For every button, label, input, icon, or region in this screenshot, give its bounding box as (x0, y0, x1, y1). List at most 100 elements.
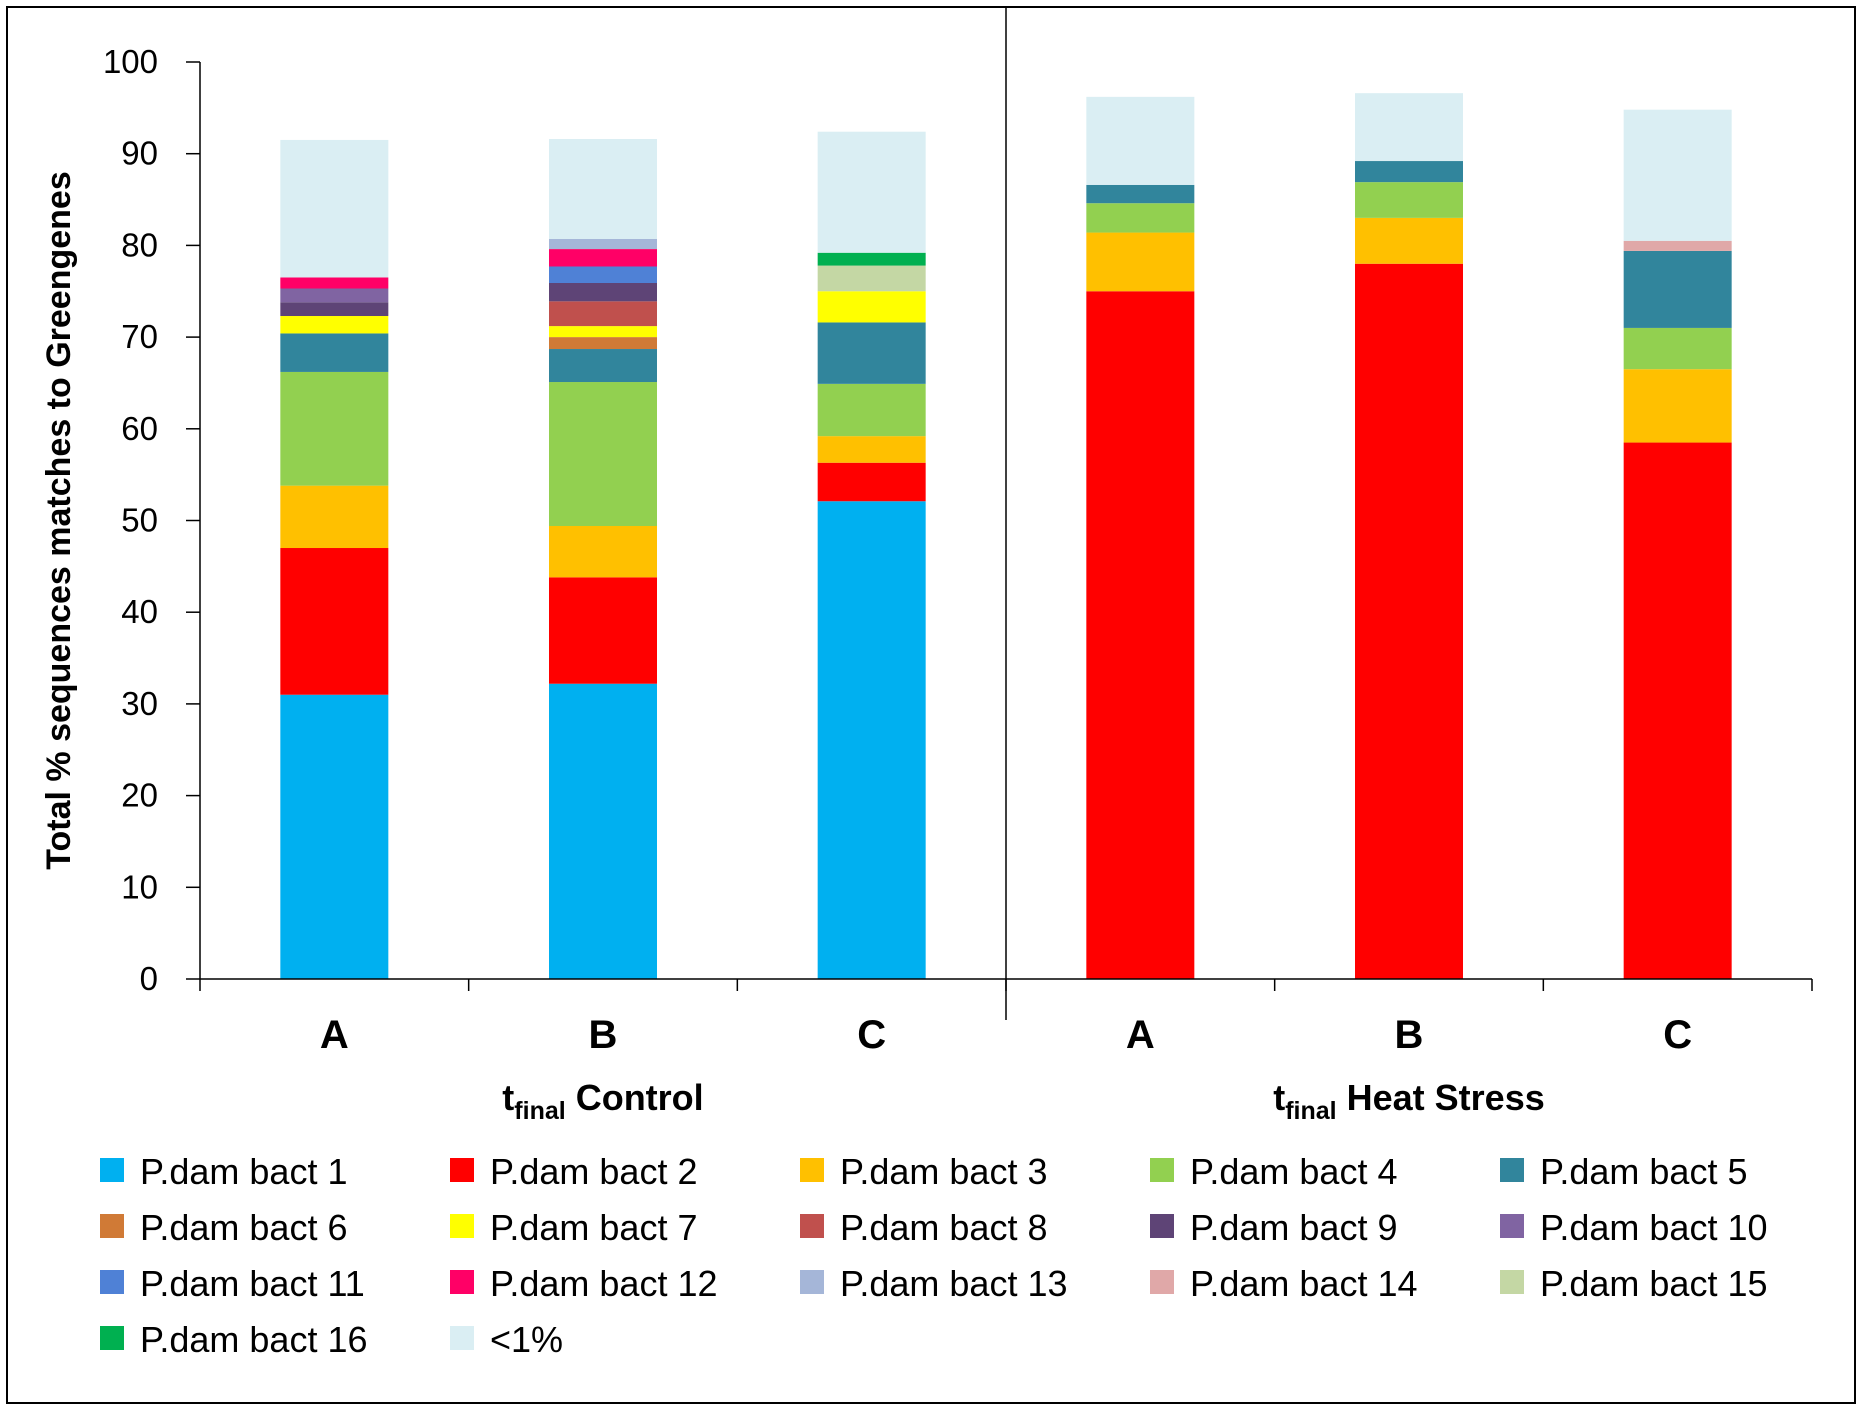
legend-label: P.dam bact 9 (1190, 1207, 1397, 1248)
y-tick-label: 20 (121, 777, 158, 814)
bar-segment (817, 131, 926, 253)
bar-segment (817, 291, 926, 323)
bar-segment (280, 139, 389, 278)
legend-swatch (100, 1214, 124, 1238)
y-tick-label: 30 (121, 685, 158, 722)
bar-segment (1086, 291, 1195, 979)
legend-swatch (800, 1158, 824, 1182)
legend-label: P.dam bact 7 (490, 1207, 697, 1248)
legend-swatch (100, 1326, 124, 1350)
bar-segment (1086, 203, 1195, 233)
legend-swatch (1150, 1158, 1174, 1182)
legend-swatch (450, 1214, 474, 1238)
bar-segment (1086, 184, 1195, 204)
bar-segment (280, 302, 389, 317)
legend-label: P.dam bact 6 (140, 1207, 347, 1248)
bar-segment (817, 436, 926, 463)
bar-segment (549, 683, 657, 979)
bar-segment (1623, 442, 1732, 979)
x-category-label: C (857, 1013, 886, 1057)
y-axis-title: Total % sequences matches to Greengenes (40, 171, 78, 870)
legend-swatch (450, 1270, 474, 1294)
bar-segment (280, 371, 389, 486)
bar-segment (280, 277, 389, 289)
bar-segment (1623, 369, 1732, 443)
legend-swatch (800, 1270, 824, 1294)
bar-segment (280, 548, 389, 695)
bar-segment (817, 501, 926, 979)
bar-segment (280, 333, 389, 372)
legend-swatch (1150, 1270, 1174, 1294)
legend-label: P.dam bact 15 (1540, 1263, 1768, 1304)
x-category-label: B (589, 1013, 618, 1057)
legend-label: P.dam bact 8 (840, 1207, 1047, 1248)
bar-segment (280, 485, 389, 549)
bar-segment (1355, 182, 1463, 218)
bar-segment (280, 288, 389, 303)
bar-segment (280, 694, 389, 979)
legend-label: P.dam bact 12 (490, 1263, 718, 1304)
bar-segment (549, 266, 657, 283)
bar-segment (280, 316, 389, 334)
bar-segment (1355, 217, 1463, 264)
bar-segment (549, 139, 657, 239)
y-tick-label: 60 (121, 410, 158, 447)
bar-segment (1355, 263, 1463, 979)
legend-swatch (100, 1270, 124, 1294)
y-tick-label: 40 (121, 593, 158, 630)
bar-segment (549, 349, 657, 383)
bar-segment (549, 301, 657, 327)
bar-segment (1623, 240, 1732, 251)
bar-segment (1623, 109, 1732, 241)
legend-swatch (800, 1214, 824, 1238)
x-category-label: A (1126, 1013, 1155, 1057)
legend-swatch (450, 1158, 474, 1182)
x-category-label: B (1395, 1013, 1424, 1057)
legend-label: P.dam bact 10 (1540, 1207, 1768, 1248)
bar-segment (549, 238, 657, 250)
bar-segment (549, 337, 657, 350)
legend-label: P.dam bact 14 (1190, 1263, 1418, 1304)
legend-label: P.dam bact 1 (140, 1151, 347, 1192)
legend-label: P.dam bact 3 (840, 1151, 1047, 1192)
bar-segment (817, 252, 926, 266)
y-tick-label: 10 (121, 868, 158, 905)
bar-segment (817, 462, 926, 502)
bar-segment (817, 265, 926, 292)
bar-segment (549, 326, 657, 338)
legend-label: P.dam bact 4 (1190, 1151, 1397, 1192)
bar-segment (817, 322, 926, 384)
legend-label: P.dam bact 5 (1540, 1151, 1747, 1192)
x-group-label: tfinal Control (502, 1077, 703, 1125)
legend-swatch (450, 1326, 474, 1350)
bar-segment (549, 282, 657, 302)
legend-label: P.dam bact 11 (140, 1263, 365, 1304)
legend-swatch (1500, 1270, 1524, 1294)
y-tick-label: 80 (121, 226, 158, 263)
bar-segment (549, 526, 657, 578)
legend-swatch (100, 1158, 124, 1182)
bar-segment (549, 577, 657, 684)
bar-segment (1623, 327, 1732, 370)
legend-label: P.dam bact 13 (840, 1263, 1068, 1304)
bar-segment (817, 383, 926, 437)
x-group-label: tfinal Heat Stress (1273, 1077, 1545, 1125)
bar-segment (1623, 250, 1732, 328)
legend-swatch (1150, 1214, 1174, 1238)
legend-label: P.dam bact 2 (490, 1151, 697, 1192)
y-tick-label: 0 (140, 960, 158, 997)
x-category-label: A (320, 1013, 349, 1057)
y-tick-label: 90 (121, 135, 158, 172)
x-category-label: C (1663, 1013, 1692, 1057)
legend-swatch (1500, 1214, 1524, 1238)
chart-frame (6, 6, 1856, 1404)
y-tick-label: 100 (103, 43, 158, 80)
bar-segment (1086, 96, 1195, 185)
legend-swatch (1500, 1158, 1524, 1182)
bar-segment (1086, 232, 1195, 292)
y-tick-label: 50 (121, 502, 158, 539)
legend-label: <1% (490, 1319, 563, 1360)
bar-segment (1355, 93, 1463, 162)
bar-segment (1355, 161, 1463, 183)
